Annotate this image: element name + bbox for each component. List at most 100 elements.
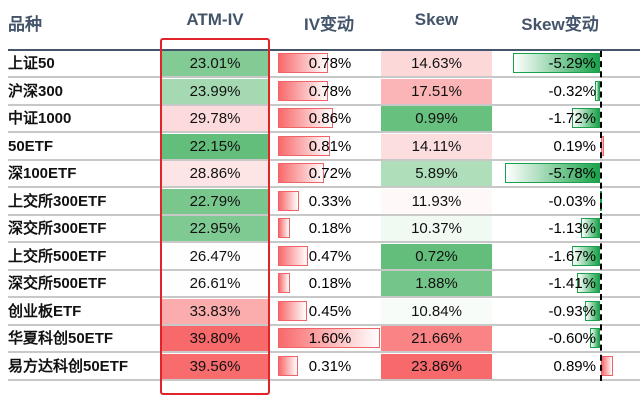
header-divider — [8, 49, 640, 51]
iv-change-value: 1.60% — [308, 330, 352, 347]
skew-cell: 10.84% — [381, 298, 492, 324]
row-name: 沪深300 — [8, 82, 64, 100]
skew-change-bar-negative — [590, 328, 600, 348]
row-name: 深交所300ETF — [8, 220, 107, 237]
table-row: 50ETF 22.15% 0.81% 14.11% 0.19% — [8, 133, 640, 161]
skew-change-value: -0.32% — [548, 82, 596, 100]
iv-change-bar — [278, 300, 307, 321]
skew-change-value: 0.89% — [553, 357, 596, 375]
table-row: 沪深300 23.99% 0.78% 17.51% -0.32% — [8, 78, 640, 106]
row-name: 深100ETF — [8, 165, 77, 182]
row-name: 创业板ETF — [8, 302, 82, 320]
atm-iv-cell: 26.61% — [162, 271, 268, 296]
iv-change-bar — [278, 273, 290, 293]
row-name: 深交所500ETF — [8, 275, 107, 292]
iv-change-value: 0.47% — [308, 247, 352, 265]
table-row: 上交所500ETF 26.47% 0.47% 0.72% -1.67% — [8, 243, 640, 271]
skew-change-value: -1.13% — [548, 220, 596, 237]
skew-change-value: -0.03% — [548, 192, 596, 210]
iv-change-value: 0.33% — [308, 192, 352, 210]
header-iv-change: IV变动 — [303, 15, 355, 34]
skew-change-value: 0.19% — [553, 137, 596, 155]
iv-change-bar — [278, 163, 325, 183]
header-skew: Skew — [414, 10, 459, 29]
iv-change-bar — [278, 135, 330, 156]
iv-change-value: 0.31% — [308, 357, 352, 375]
skew-cell: 23.86% — [381, 353, 492, 379]
skew-change-value: -5.78% — [548, 165, 596, 182]
iv-change-value: 0.78% — [308, 82, 352, 100]
table-row: 创业板ETF 33.83% 0.45% 10.84% -0.93% — [8, 298, 640, 326]
row-name: 中证1000 — [8, 110, 72, 127]
iv-change-bar — [278, 53, 328, 73]
iv-change-value: 0.78% — [308, 55, 352, 72]
atm-iv-cell: 22.95% — [162, 216, 268, 241]
row-name: 上交所300ETF — [8, 192, 107, 210]
skew-cell: 0.72% — [381, 243, 492, 269]
atm-iv-cell: 33.83% — [162, 298, 268, 324]
iv-change-bar — [278, 328, 381, 348]
skew-change-value: -1.72% — [548, 110, 596, 127]
row-name: 50ETF — [8, 137, 54, 155]
iv-change-bar — [278, 245, 309, 266]
iv-change-value: 0.72% — [308, 165, 352, 182]
iv-change-bar — [278, 218, 290, 238]
atm-iv-cell: 39.56% — [162, 353, 268, 379]
header-skew-change: Skew变动 — [521, 15, 599, 34]
skew-change-bar-negative — [512, 53, 600, 73]
atm-iv-cell: 39.80% — [162, 326, 268, 351]
atm-iv-cell: 22.15% — [162, 133, 268, 159]
skew-cell: 14.11% — [381, 133, 492, 159]
iv-change-bar — [278, 80, 328, 101]
skew-cell: 0.99% — [381, 106, 492, 131]
skew-cell: 17.51% — [381, 78, 492, 104]
table-row: 深交所500ETF 26.61% 0.18% 1.88% -1.41% — [8, 271, 640, 298]
iv-change-bar — [278, 190, 300, 211]
iv-change-bar — [278, 355, 298, 376]
table-row: 易方达科创50ETF 39.56% 0.31% 23.86% 0.89% — [8, 353, 640, 381]
skew-change-value: -0.60% — [548, 330, 596, 347]
table-row: 中证1000 29.78% 0.86% 0.99% -1.72% — [8, 106, 640, 133]
iv-change-value: 0.86% — [308, 110, 352, 127]
table-row: 上证50 23.01% 0.78% 14.63% -5.29% — [8, 51, 640, 78]
iv-change-value: 0.81% — [308, 137, 352, 155]
atm-iv-cell: 22.79% — [162, 188, 268, 214]
iv-change-value: 0.45% — [308, 302, 352, 320]
skew-change-value: -1.41% — [548, 275, 596, 292]
skew-cell: 14.63% — [381, 51, 492, 76]
table-row: 深100ETF 28.86% 0.72% 5.89% -5.78% — [8, 161, 640, 188]
table-row: 华夏科创50ETF 39.80% 1.60% 21.66% -0.60% — [8, 326, 640, 353]
table-row: 深交所300ETF 22.95% 0.18% 10.37% -1.13% — [8, 216, 640, 243]
header-name: 品种 — [8, 15, 42, 34]
skew-cell: 21.66% — [381, 326, 492, 351]
skew-change-bar-negative — [572, 245, 600, 266]
atm-iv-cell: 29.78% — [162, 106, 268, 131]
zero-axis-line — [600, 51, 602, 381]
skew-cell: 11.93% — [381, 188, 492, 214]
row-name: 上证50 — [8, 55, 55, 72]
header-atm-iv: ATM-IV — [186, 10, 244, 29]
row-name: 华夏科创50ETF — [8, 330, 114, 347]
skew-cell: 5.89% — [381, 161, 492, 186]
atm-iv-cell: 23.01% — [162, 51, 268, 76]
iv-change-bar — [278, 108, 334, 128]
atm-iv-cell: 23.99% — [162, 78, 268, 104]
row-name: 易方达科创50ETF — [8, 357, 129, 375]
skew-change-bar-negative — [571, 108, 600, 128]
skew-change-value: -5.29% — [548, 55, 596, 72]
atm-iv-cell: 28.86% — [162, 161, 268, 186]
skew-change-value: -1.67% — [548, 247, 596, 265]
skew-change-bar-negative — [584, 300, 600, 321]
table-row: 上交所300ETF 22.79% 0.33% 11.93% -0.03% — [8, 188, 640, 216]
row-name: 上交所500ETF — [8, 247, 107, 265]
iv-change-value: 0.18% — [308, 275, 352, 292]
skew-change-value: -0.93% — [548, 302, 596, 320]
skew-cell: 10.37% — [381, 216, 492, 241]
skew-change-bar-negative — [576, 273, 600, 293]
iv-change-value: 0.18% — [308, 220, 352, 237]
skew-cell: 1.88% — [381, 271, 492, 296]
atm-iv-cell: 26.47% — [162, 243, 268, 269]
atm-iv-highlight-box — [160, 38, 270, 395]
skew-change-bar-negative — [504, 163, 600, 183]
skew-change-bar-negative — [594, 80, 600, 101]
